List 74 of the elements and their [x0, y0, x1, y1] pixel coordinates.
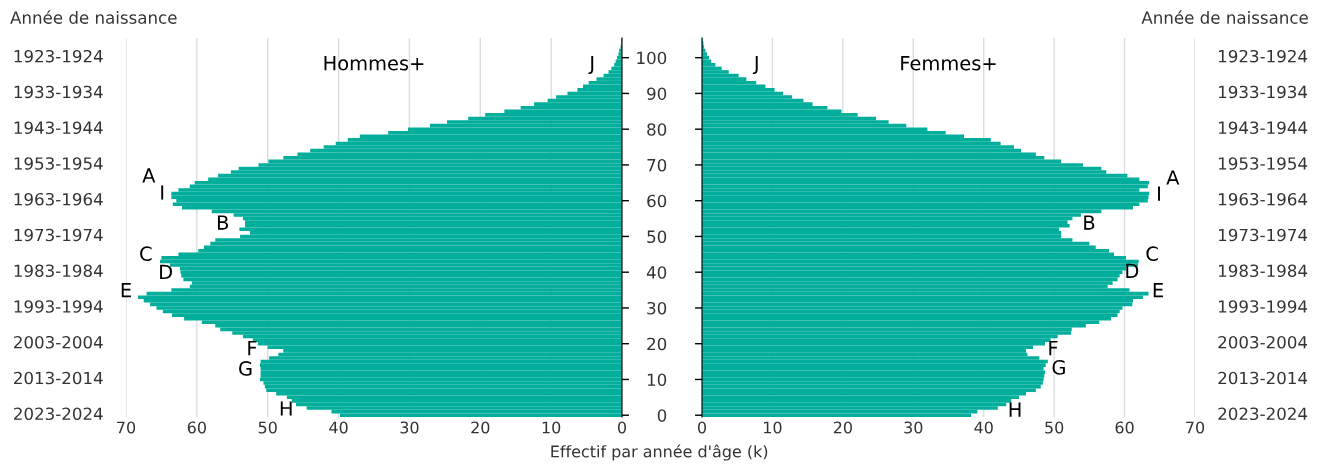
y2-tick-label: 1973-1974	[14, 228, 103, 242]
y-tick-label: 40	[646, 266, 667, 279]
annotation: D	[160, 264, 173, 279]
y2-tick-label: 1983-1984	[1219, 264, 1308, 278]
y-tick-label: 100	[637, 51, 667, 65]
y2-axis-title: Année de naissance	[10, 10, 177, 24]
y2-tick-label: 1923-1924	[14, 49, 103, 63]
text: Femmes+	[901, 56, 996, 71]
annotation: E	[1153, 283, 1163, 298]
annotation: F	[1049, 340, 1058, 356]
y2-tick-label: 2013-2014	[14, 371, 103, 385]
annotation: B	[217, 215, 229, 230]
annotation: G	[1052, 360, 1065, 375]
annotation: B	[1084, 215, 1095, 230]
x-tick-label: 0	[697, 421, 707, 434]
y2-tick-label: 1943-1944	[1219, 121, 1308, 135]
annotation: D	[1126, 263, 1139, 278]
y2-tick-label: 1963-1964	[1219, 192, 1308, 206]
y2-tick-label: 1923-1924	[1219, 49, 1308, 63]
x-tick-label: 50	[1045, 421, 1064, 434]
text: Hommes+	[324, 56, 424, 71]
y-tick-label: 90	[647, 87, 667, 100]
y2-tick-label: 1943-1944	[14, 121, 103, 135]
y2-tick-label: 1973-1974	[1219, 228, 1308, 242]
y2-tick-label: 1983-1984	[14, 264, 103, 278]
y-tick-label: 80	[647, 123, 667, 136]
y2-tick-label: 2013-2014	[1218, 371, 1308, 385]
y2-axis-title: Année de naissance	[1141, 10, 1308, 24]
x-tick-label: 70	[1186, 421, 1205, 434]
y-tick-label: 50	[647, 230, 667, 244]
annotation: C	[1146, 246, 1158, 262]
x-tick-label: 60	[1115, 421, 1134, 434]
y2-tick-label: 1953-1954	[14, 157, 103, 170]
y2-tick-label: 2023-2024	[1218, 407, 1308, 421]
y-tick-label: 60	[647, 194, 667, 208]
x-tick-label: 10	[764, 421, 782, 434]
y2-tick-label: 2003-2004	[14, 335, 103, 349]
annotation: A	[1166, 170, 1180, 185]
y2-tick-label: 2003-2004	[1218, 335, 1308, 349]
annotation: A	[142, 168, 156, 183]
y-tick-label: 0	[657, 409, 667, 422]
annotation: I	[161, 185, 164, 200]
annotation: H	[1009, 402, 1021, 417]
y-tick-label: 20	[647, 337, 667, 351]
x-tick-label: 50	[258, 421, 277, 434]
x-tick-label: 70	[117, 421, 136, 434]
x-tick-label: 30	[400, 421, 419, 434]
x-tick-label: 20	[471, 421, 490, 434]
x-tick-label: 40	[974, 421, 993, 434]
y-tick-label: 10	[647, 373, 667, 387]
x-tick-label: 30	[904, 421, 923, 434]
x-tick-label: 60	[187, 421, 206, 434]
y2-tick-label: 1933-1934	[14, 85, 103, 99]
annotation: E	[121, 283, 131, 298]
annotation: F	[248, 340, 257, 356]
y2-tick-label: 2023-2024	[14, 407, 103, 421]
x-tick-label: 10	[542, 421, 561, 434]
x-tick-label: 0	[617, 421, 627, 434]
y2-tick-label: 1993-1994	[14, 300, 103, 313]
y2-tick-label: 1933-1934	[1219, 85, 1308, 99]
annotation: J	[588, 56, 594, 75]
y2-tick-label: 1953-1954	[1219, 157, 1308, 170]
annotation: J	[752, 56, 758, 75]
x-tick-label: 40	[329, 421, 348, 434]
annotation: G	[239, 361, 252, 376]
annotation: I	[1158, 186, 1160, 201]
x-axis-title: Effectif par année d'âge (k)	[551, 444, 768, 461]
y2-tick-label: 1963-1964	[14, 192, 103, 206]
y-tick-label: 30	[647, 301, 667, 315]
y-tick-label: 70	[647, 158, 667, 172]
x-tick-label: 20	[833, 421, 852, 434]
y2-tick-label: 1993-1994	[1219, 300, 1308, 313]
annotation: H	[280, 401, 292, 416]
annotation: C	[140, 246, 152, 262]
